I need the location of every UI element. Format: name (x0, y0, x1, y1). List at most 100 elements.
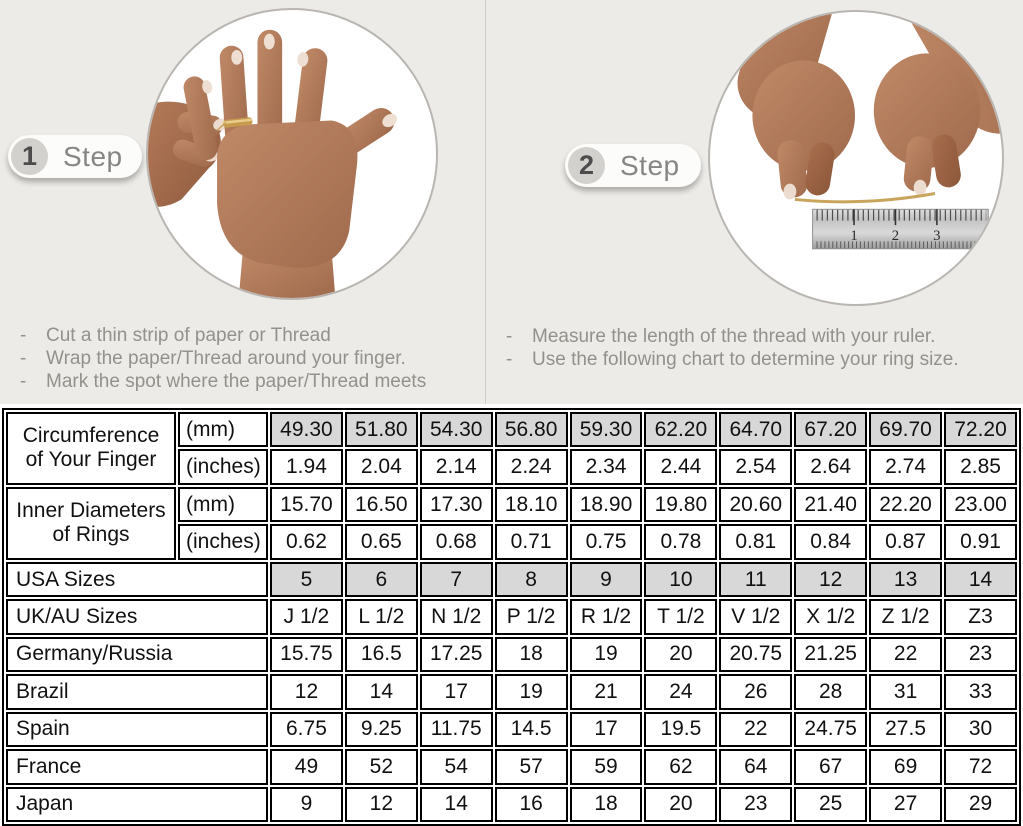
size-value-cell: Z 1/2 (869, 599, 943, 635)
row-label: Spain (6, 711, 268, 748)
size-value-cell: 23.00 (944, 486, 1017, 523)
instruction-item: - Mark the spot where the paper/Thread m… (20, 370, 426, 393)
size-value-cell: 24 (644, 674, 718, 710)
size-value-cell: 22 (719, 711, 793, 748)
size-value-cell: 30 (944, 711, 1017, 748)
size-value-cell: 49 (270, 749, 343, 785)
step1-number-badge: 1 (11, 138, 48, 175)
size-value-cell: 20.60 (719, 486, 793, 523)
size-value-cell: 54 (419, 749, 493, 785)
bullet-dash: - (506, 326, 513, 347)
size-value-cell: 12 (794, 561, 868, 598)
gold-ring-icon (216, 117, 253, 131)
size-value-cell: 9 (270, 786, 343, 822)
size-value-cell: 12 (270, 674, 343, 710)
size-value-cell: 62.20 (644, 412, 718, 448)
step2-photo-ruler-icon: 1 2 3 (708, 10, 1004, 306)
instruction-text: Use the following chart to determine you… (532, 349, 959, 370)
step1-instructions: - Cut a thin strip of paper or Thread - … (20, 324, 426, 393)
size-value-cell: L 1/2 (344, 599, 418, 635)
step2-badge: 2 Step (565, 144, 701, 187)
size-value-cell: 22.20 (869, 486, 943, 523)
size-value-cell: 26 (719, 674, 793, 710)
size-value-cell: 20 (644, 636, 718, 673)
size-value-cell: 59 (569, 749, 643, 785)
size-value-cell: 23 (719, 786, 793, 822)
row-label: Brazil (6, 674, 268, 710)
size-value-cell: 72 (944, 749, 1017, 785)
size-value-cell: 54.30 (419, 412, 493, 448)
size-value-cell: 27 (869, 786, 943, 822)
size-value-cell: 12 (344, 786, 418, 822)
size-value-cell: 21.40 (794, 486, 868, 523)
table-row: Spain 6.75 9.25 11.75 14.5 17 19.5 22 24.75 27.5 3… (6, 711, 1017, 748)
size-value-cell: 0.84 (794, 524, 868, 560)
size-value-cell: 0.81 (719, 524, 793, 560)
instruction-item: - Wrap the paper/Thread around your fing… (20, 347, 426, 370)
size-value-cell: 49.30 (270, 412, 343, 448)
size-value-cell: 0.78 (644, 524, 718, 560)
size-value-cell: 23 (944, 636, 1017, 673)
size-value-cell: 31 (869, 674, 943, 710)
size-value-cell: 57 (494, 749, 568, 785)
size-value-cell: 5 (270, 561, 343, 598)
size-value-cell: 64.70 (719, 412, 793, 448)
row-label: UK/AU Sizes (6, 599, 268, 635)
table-row: UK/AU Sizes J 1/2 L 1/2 N 1/2 P 1/2 R 1/2 T 1/… (6, 599, 1017, 635)
size-value-cell: 21.25 (794, 636, 868, 673)
size-value-cell: 0.68 (419, 524, 493, 560)
size-value-cell: 62 (644, 749, 718, 785)
ruler-number-1: 1 (850, 228, 857, 244)
size-value-cell: 13 (869, 561, 943, 598)
size-value-cell: 2.54 (719, 449, 793, 485)
size-value-cell: 7 (419, 561, 493, 598)
step2-label: Step (620, 149, 680, 181)
size-value-cell: 29 (944, 786, 1017, 822)
table-row: Circumference of Your Finger (mm) 49.30 51.… (6, 412, 1017, 485)
size-value-cell: 6 (344, 561, 418, 598)
size-value-cell: 2.64 (794, 449, 868, 485)
ruler-number-2: 2 (892, 228, 899, 244)
table-row: Brazil 12 14 17 19 21 24 26 28 31 33 (6, 674, 1017, 710)
instruction-text: Cut a thin strip of paper or Thread (46, 325, 331, 346)
instruction-text: Mark the spot where the paper/Thread mee… (46, 371, 427, 392)
size-value-cell: 11.75 (419, 711, 493, 748)
size-value-cell: 2.74 (869, 449, 943, 485)
unit-cell: (mm) (178, 486, 268, 523)
size-value-cell: 28 (794, 674, 868, 710)
instruction-item: - Cut a thin strip of paper or Thread (20, 324, 426, 347)
size-value-cell: 19.80 (644, 486, 718, 523)
size-value-cell: 14 (344, 674, 418, 710)
size-value-cell: 15.75 (270, 636, 343, 673)
size-value-cell: 18.10 (494, 486, 568, 523)
size-value-cell: X 1/2 (794, 599, 868, 635)
size-value-cell: 64 (719, 749, 793, 785)
instruction-text: Measure the length of the thread with yo… (532, 326, 936, 347)
size-value-cell: 24.75 (794, 711, 868, 748)
table-row: USA Sizes 5 6 7 8 9 10 11 12 13 14 (6, 561, 1017, 598)
size-value-cell: P 1/2 (494, 599, 568, 635)
step1-label: Step (63, 140, 123, 172)
size-value-cell: 10 (644, 561, 718, 598)
size-value-cell: 51.80 (344, 412, 418, 448)
unit-cell: (inches) (178, 524, 268, 560)
table-row: (inches) 0.62 0.65 0.68 0.71 0.75 0.78 0.81 0.84… (6, 524, 1017, 560)
ruler-icon: 1 2 3 (812, 208, 989, 250)
size-value-cell: 67 (794, 749, 868, 785)
size-value-cell: 0.62 (270, 524, 343, 560)
size-value-cell: 16 (494, 786, 568, 822)
size-value-cell: 14.5 (494, 711, 568, 748)
step1-photo-hand-icon (146, 8, 438, 300)
size-value-cell: 6.75 (270, 711, 343, 748)
size-value-cell: J 1/2 (270, 599, 343, 635)
size-value-cell: 56.80 (494, 412, 568, 448)
size-value-cell: 0.87 (869, 524, 943, 560)
size-value-cell: 14 (419, 786, 493, 822)
size-value-cell: 9.25 (344, 711, 418, 748)
size-value-cell: 19.5 (644, 711, 718, 748)
size-value-cell: V 1/2 (719, 599, 793, 635)
size-value-cell: 21 (569, 674, 643, 710)
size-value-cell: 17.30 (419, 486, 493, 523)
size-value-cell: 19 (569, 636, 643, 673)
